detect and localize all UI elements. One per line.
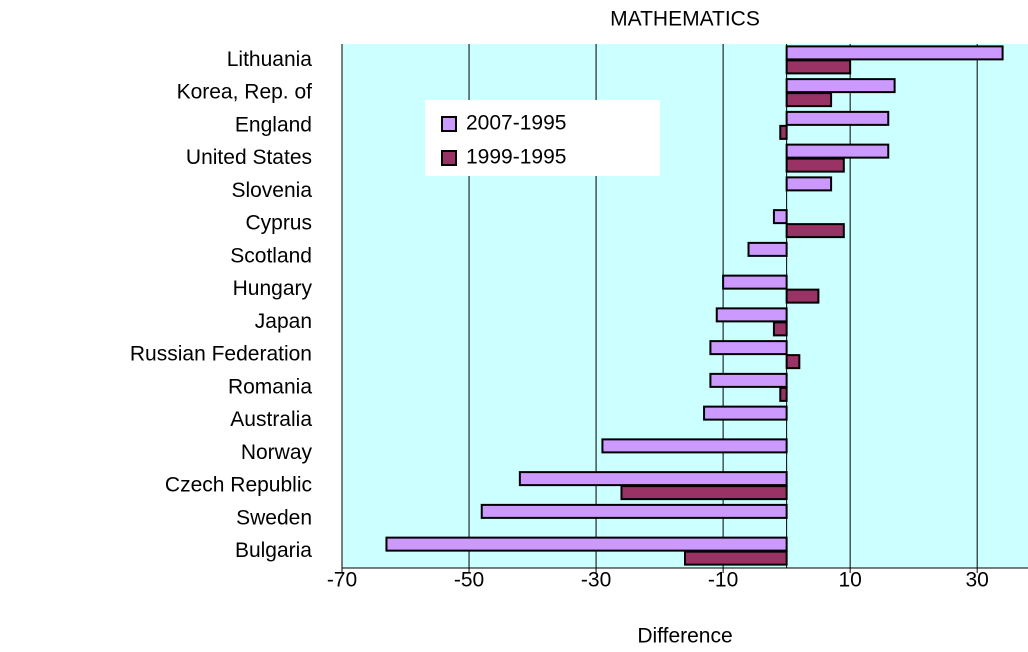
bar <box>684 550 788 566</box>
x-tick-label: -70 <box>327 569 357 592</box>
bar <box>747 241 788 257</box>
y-tick-label: Scotland <box>230 244 312 267</box>
x-tick-label: -30 <box>581 569 611 592</box>
bar <box>601 438 788 454</box>
bar <box>709 372 788 388</box>
bar <box>785 92 833 108</box>
bar <box>715 307 788 323</box>
y-tick-label: Japan <box>255 310 312 333</box>
x-tick-label: 30 <box>966 569 989 592</box>
y-tick-label: United States <box>186 146 312 169</box>
bar <box>385 536 788 552</box>
legend-swatch <box>441 150 457 166</box>
bar <box>772 321 788 337</box>
bar <box>703 405 788 421</box>
bar <box>779 124 788 140</box>
legend-swatch <box>441 116 457 132</box>
bar <box>785 176 833 192</box>
y-tick-label: Slovenia <box>231 179 312 202</box>
y-tick-label: Bulgaria <box>235 539 312 562</box>
bar <box>779 386 788 402</box>
y-tick-label: Sweden <box>236 506 312 529</box>
y-tick-label: Norway <box>241 441 313 464</box>
y-tick-label: Cyprus <box>245 212 312 235</box>
x-tick-label: -10 <box>708 569 738 592</box>
x-axis-label: Difference <box>637 625 732 648</box>
bar <box>785 288 820 304</box>
y-tick-label: Australia <box>230 408 312 431</box>
bar <box>785 143 890 159</box>
bar <box>772 209 788 225</box>
bar <box>785 59 852 75</box>
legend-box <box>425 100 660 176</box>
y-tick-label: Hungary <box>233 277 313 300</box>
x-tick-label: 10 <box>838 569 861 592</box>
bar <box>722 274 788 290</box>
y-tick-label: Romania <box>228 375 312 398</box>
y-tick-label: Korea, Rep. of <box>177 81 313 104</box>
bar <box>785 110 890 126</box>
y-tick-label: England <box>235 113 312 136</box>
legend-label: 2007-1995 <box>466 112 566 135</box>
bar <box>785 223 845 239</box>
bar <box>785 45 1004 61</box>
bar <box>480 503 788 519</box>
bar <box>785 157 845 173</box>
y-tick-label: Lithuania <box>227 48 313 71</box>
y-tick-label: Czech Republic <box>165 474 312 497</box>
chart-title: MATHEMATICS <box>610 8 760 31</box>
bar <box>785 78 896 94</box>
legend-label: 1999-1995 <box>466 146 566 169</box>
bar <box>709 340 788 356</box>
bar <box>785 354 801 370</box>
y-tick-label: Russian Federation <box>130 343 312 366</box>
bar <box>518 471 788 487</box>
bar <box>620 485 788 501</box>
x-tick-label: -50 <box>454 569 484 592</box>
